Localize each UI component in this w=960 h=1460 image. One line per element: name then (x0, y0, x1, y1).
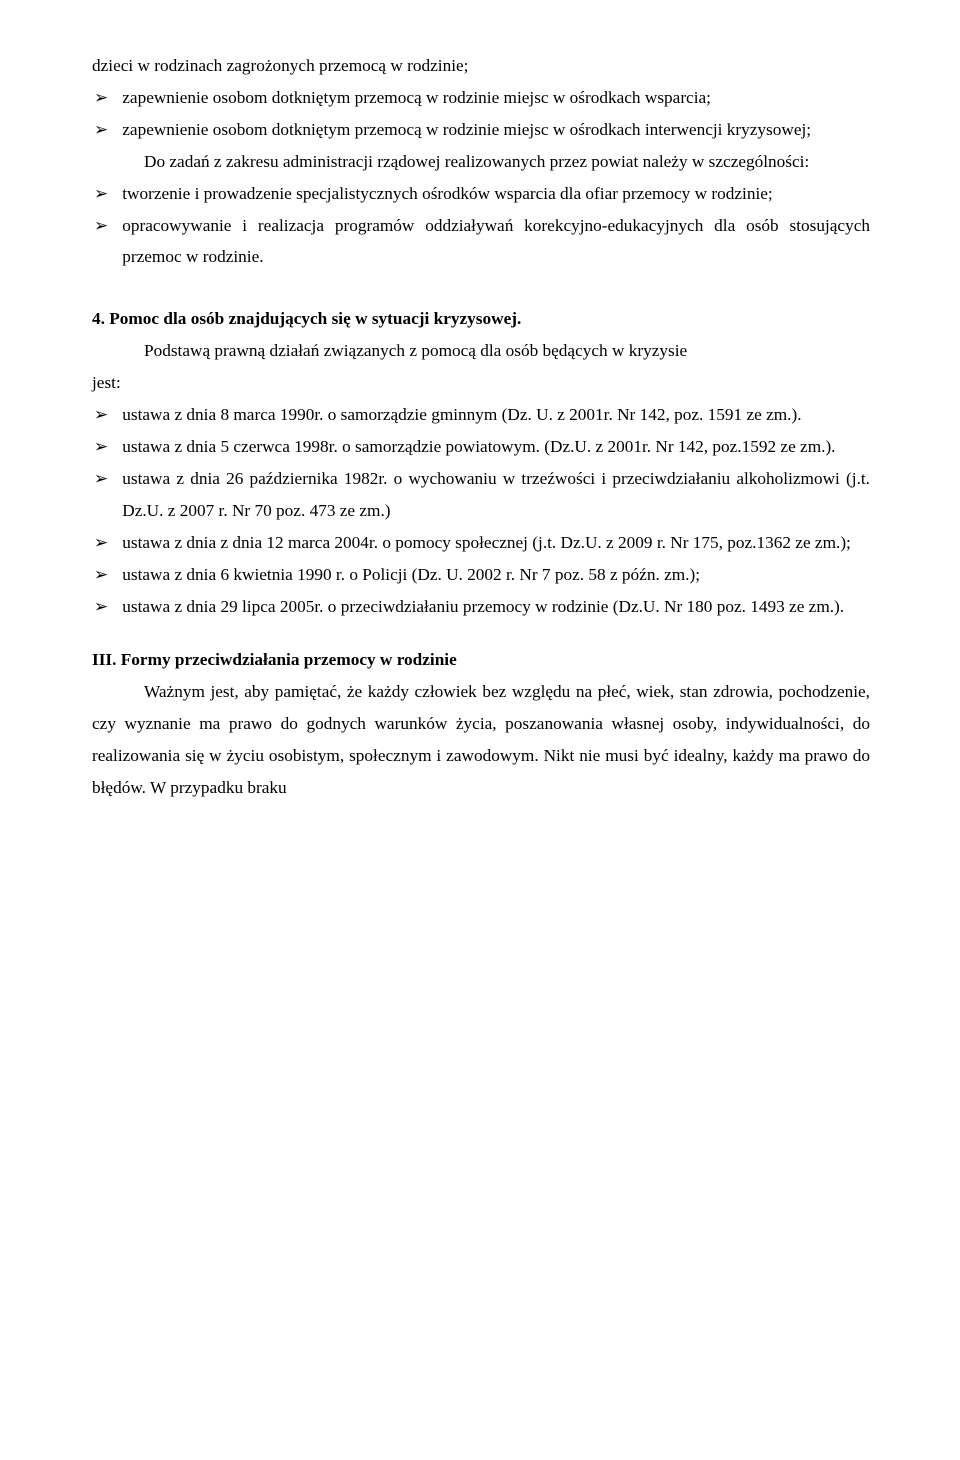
sectionIII-body: Ważnym jest, aby pamiętać, że każdy czło… (92, 676, 870, 804)
sectionIII-title: III. Formy przeciwdziałania przemocy w r… (92, 644, 870, 676)
bullet-text: ustawa z dnia 29 lipca 2005r. o przeciwd… (122, 591, 870, 623)
chevron-right-icon: ➢ (92, 463, 122, 494)
bullet-text: ustawa z dnia z dnia 12 marca 2004r. o p… (122, 527, 870, 559)
bullet-item: ➢ ustawa z dnia 29 lipca 2005r. o przeci… (92, 591, 870, 623)
chevron-right-icon: ➢ (92, 114, 122, 145)
chevron-right-icon: ➢ (92, 178, 122, 209)
bullet-item: ➢ opracowywanie i realizacja programów o… (92, 210, 870, 274)
sub-heading: Do zadań z zakresu administracji rządowe… (92, 146, 870, 178)
top-line: dzieci w rodzinach zagrożonych przemocą … (92, 50, 870, 82)
chevron-right-icon: ➢ (92, 210, 122, 241)
bullet-item: ➢ ustawa z dnia 5 czerwca 1998r. o samor… (92, 431, 870, 463)
bullet-item: ➢ ustawa z dnia z dnia 12 marca 2004r. o… (92, 527, 870, 559)
bullet-item: ➢ tworzenie i prowadzenie specjalistyczn… (92, 178, 870, 210)
bullet-text: ustawa z dnia 8 marca 1990r. o samorządz… (122, 399, 870, 431)
chevron-right-icon: ➢ (92, 82, 122, 113)
bullet-item: ➢ zapewnienie osobom dotkniętym przemocą… (92, 114, 870, 146)
section4-title: 4. Pomoc dla osób znajdujących się w syt… (92, 303, 870, 335)
section4-intro-1: Podstawą prawną działań związanych z pom… (92, 335, 870, 367)
chevron-right-icon: ➢ (92, 527, 122, 558)
bullet-text: opracowywanie i realizacja programów odd… (122, 210, 870, 274)
bullet-item: ➢ ustawa z dnia 26 października 1982r. o… (92, 463, 870, 527)
bullet-text: zapewnienie osobom dotkniętym przemocą w… (122, 114, 870, 146)
bullet-text: ustawa z dnia 6 kwietnia 1990 r. o Polic… (122, 559, 870, 591)
bullet-item: ➢ ustawa z dnia 6 kwietnia 1990 r. o Pol… (92, 559, 870, 591)
bullet-item: ➢ ustawa z dnia 8 marca 1990r. o samorzą… (92, 399, 870, 431)
bullet-text: tworzenie i prowadzenie specjalistycznyc… (122, 178, 870, 210)
bullet-item: ➢ zapewnienie osobom dotkniętym przemocą… (92, 82, 870, 114)
chevron-right-icon: ➢ (92, 399, 122, 430)
chevron-right-icon: ➢ (92, 559, 122, 590)
bullet-text: ustawa z dnia 26 października 1982r. o w… (122, 463, 870, 527)
bullet-text: zapewnienie osobom dotkniętym przemocą w… (122, 82, 870, 114)
chevron-right-icon: ➢ (92, 591, 122, 622)
chevron-right-icon: ➢ (92, 431, 122, 462)
section4-intro-2: jest: (92, 367, 870, 399)
bullet-text: ustawa z dnia 5 czerwca 1998r. o samorzą… (122, 431, 870, 463)
